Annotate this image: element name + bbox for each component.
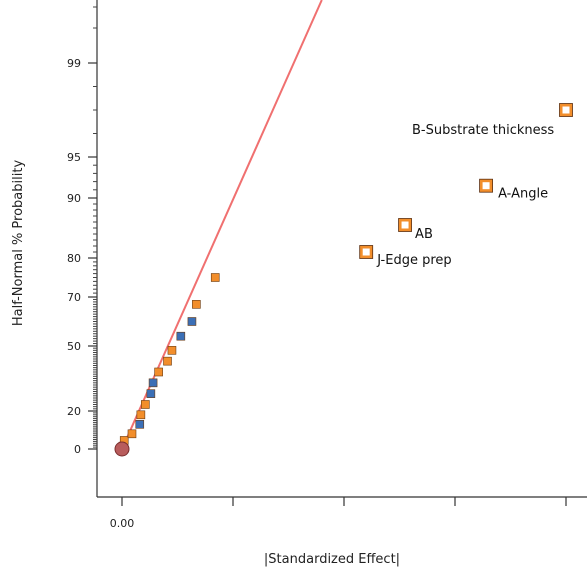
- effect-point: [210, 273, 220, 282]
- plot-frame: [96, 0, 587, 498]
- y-tick-label: 80: [67, 252, 81, 265]
- effect-point: [135, 419, 145, 429]
- effect-point: [136, 410, 146, 420]
- effect-label: B-Substrate thickness: [412, 123, 554, 138]
- y-tick-label: 50: [67, 340, 81, 353]
- effect-label: A-Angle: [498, 187, 548, 202]
- y-tick-label: 90: [67, 192, 81, 205]
- labeled-effect-point-outline: [359, 245, 374, 259]
- x-tick-label: 0.00: [110, 517, 135, 530]
- effect-point: [176, 331, 186, 341]
- effect-point: [148, 378, 158, 388]
- effect-points: [114, 103, 573, 457]
- effect-label: J-Edge prep: [376, 253, 451, 268]
- effect-point: [141, 400, 150, 409]
- labeled-effect-point-outline: [398, 218, 412, 232]
- labeled-effect-point: [398, 218, 412, 232]
- effect-point: [154, 367, 163, 377]
- effect-point: [192, 300, 201, 309]
- effect-point: [146, 389, 156, 398]
- x-axis-tick-labels: 0.00: [110, 517, 135, 530]
- x-axis-ticks: [121, 497, 567, 506]
- error-estimate-point: [114, 441, 130, 457]
- y-axis-title: Half-Normal % Probability: [11, 160, 26, 327]
- labeled-effect-point-outline: [559, 103, 573, 117]
- effect-labels: J-Edge prep AB A-Angle B-Substrate thicknes…: [376, 123, 554, 268]
- x-axis-title: |Standardized Effect|: [264, 552, 400, 567]
- effect-label: AB: [415, 227, 433, 242]
- effect-point: [163, 356, 172, 366]
- labeled-effect-point-outline: [479, 178, 493, 193]
- y-tick-label: 95: [67, 151, 81, 164]
- y-tick-label: 70: [67, 291, 81, 304]
- labeled-effect-point: [359, 245, 373, 259]
- y-tick-label: 20: [67, 405, 81, 418]
- y-tick-label: 99: [67, 57, 81, 70]
- labeled-effect-point: [479, 179, 493, 193]
- effect-point: [167, 346, 177, 355]
- effect-point: [187, 317, 197, 326]
- y-axis-tick-labels: 0 20 50 70 80 90 95 99: [67, 57, 81, 456]
- labeled-effect-point: [559, 103, 573, 117]
- y-axis-ticks: [88, 6, 97, 450]
- effect-point: [127, 429, 137, 439]
- y-tick-label: 0: [74, 443, 81, 456]
